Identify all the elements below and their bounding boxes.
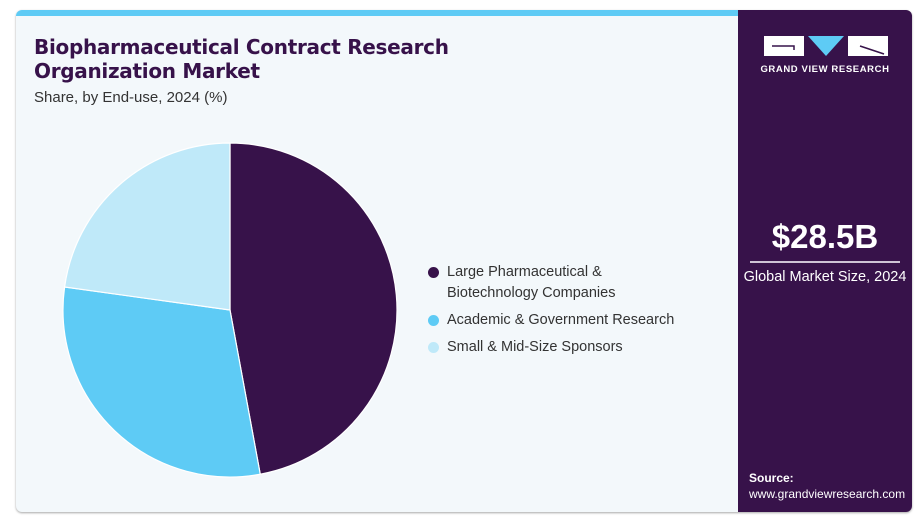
gvr-logo-icon — [764, 36, 888, 56]
legend-label: Small & Mid-Size Sponsors — [447, 339, 623, 355]
source-label: Source: — [749, 471, 794, 485]
legend-dot — [428, 342, 439, 353]
pie-chart — [62, 142, 398, 478]
legend-item-academic: Academic & Government Research — [428, 310, 674, 331]
legend-label: Academic & Government Research — [447, 312, 675, 328]
chart-title: Biopharmaceutical Contract Research Orga… — [34, 35, 449, 83]
pie-slice-small-mid — [63, 142, 231, 311]
legend-item-large-pharma: Large Pharmaceutical & Biotechnology Com… — [428, 262, 674, 304]
market-size-value: $28.5B — [771, 218, 879, 255]
accent-bar — [16, 10, 738, 16]
pie-slice-academic — [62, 286, 261, 478]
market-size-caption: Global Market Size, 2024 — [743, 269, 907, 285]
legend-dot — [428, 315, 439, 326]
chart-subtitle: Share, by End-use, 2024 (%) — [34, 89, 228, 106]
pie-slice-large-pharma — [229, 142, 398, 475]
legend-item-small-mid: Small & Mid-Size Sponsors — [428, 337, 674, 358]
legend: Large Pharmaceutical & Biotechnology Com… — [428, 262, 674, 364]
source-url[interactable]: www.grandviewresearch.com — [749, 487, 906, 501]
legend-label: Large Pharmaceutical & Biotechnology Com… — [447, 264, 616, 301]
side-panel: GRAND VIEW RESEARCH $28.5B Global Market… — [738, 10, 912, 512]
legend-dot — [428, 267, 439, 278]
chart-card: Biopharmaceutical Contract Research Orga… — [16, 10, 912, 512]
divider — [750, 261, 900, 263]
brand-name: GRAND VIEW RESEARCH — [760, 64, 890, 75]
